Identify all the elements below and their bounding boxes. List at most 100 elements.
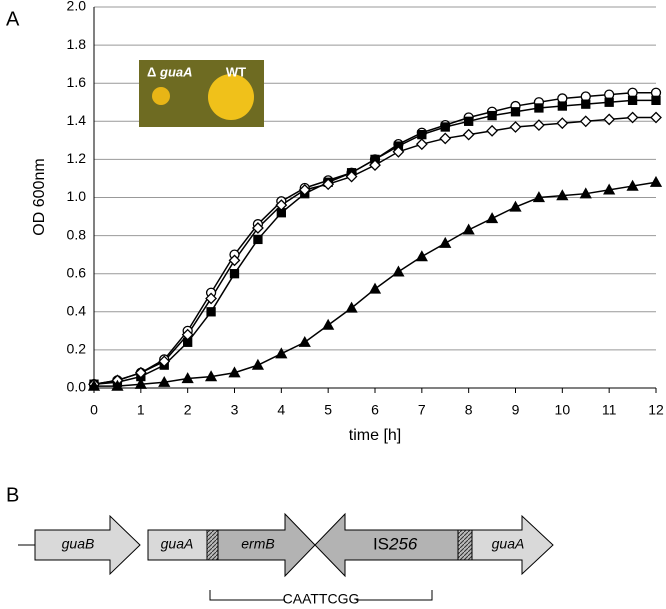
marker bbox=[651, 95, 661, 105]
x-tick-label: 3 bbox=[231, 402, 239, 418]
panel-label: B bbox=[6, 484, 19, 506]
gene-label: ermB bbox=[241, 536, 274, 552]
x-tick-label: 2 bbox=[184, 402, 192, 418]
x-axis-title: time [h] bbox=[349, 427, 401, 444]
marker bbox=[510, 107, 521, 117]
y-axis-title: OD 600nm bbox=[31, 158, 48, 235]
x-tick-label: 11 bbox=[602, 402, 617, 418]
gene-arrow bbox=[217, 512, 316, 578]
x-tick-label: 7 bbox=[418, 402, 426, 418]
marker bbox=[604, 97, 614, 107]
inset-label: WT bbox=[226, 64, 246, 79]
marker bbox=[627, 95, 638, 105]
marker bbox=[253, 234, 263, 245]
marker bbox=[464, 116, 474, 126]
marker bbox=[345, 170, 358, 183]
marker bbox=[486, 124, 499, 137]
x-tick-label: 10 bbox=[555, 402, 571, 418]
gene-label: IS bbox=[373, 534, 389, 553]
inset-label: guaA bbox=[159, 64, 193, 79]
series-line bbox=[93, 91, 656, 385]
marker bbox=[440, 122, 450, 132]
x-tick-label: 9 bbox=[512, 402, 520, 418]
marker bbox=[322, 318, 335, 330]
marker bbox=[181, 372, 194, 384]
x-tick-label: 8 bbox=[465, 402, 473, 418]
marker bbox=[298, 335, 311, 347]
x-tick-label: 1 bbox=[137, 402, 145, 418]
marker bbox=[439, 236, 452, 248]
x-tick-label: 4 bbox=[277, 402, 285, 418]
marker bbox=[487, 110, 497, 121]
y-tick-label: 0.4 bbox=[67, 303, 87, 319]
colony bbox=[208, 74, 254, 120]
marker bbox=[509, 121, 522, 133]
marker bbox=[111, 379, 124, 391]
y-tick-label: 1.4 bbox=[67, 112, 87, 128]
marker bbox=[251, 222, 264, 234]
panel-label: A bbox=[6, 8, 20, 30]
x-tick-label: 12 bbox=[648, 402, 664, 418]
marker bbox=[228, 366, 241, 378]
x-tick-label: 6 bbox=[371, 402, 379, 418]
marker bbox=[649, 175, 663, 187]
y-tick-label: 2.0 bbox=[67, 0, 87, 14]
marker bbox=[650, 111, 662, 124]
marker bbox=[439, 132, 452, 145]
marker bbox=[603, 113, 616, 126]
marker bbox=[322, 178, 335, 191]
marker bbox=[158, 355, 171, 368]
x-tick-label: 0 bbox=[90, 402, 98, 418]
repeat bbox=[457, 529, 473, 561]
marker bbox=[181, 328, 194, 341]
inset-photo: Δ guaA WT bbox=[139, 60, 264, 127]
marker bbox=[205, 292, 218, 305]
y-tick-label: 0.2 bbox=[67, 341, 87, 357]
marker bbox=[557, 101, 567, 111]
plot: 0.00.20.40.60.81.01.21.41.61.82.00 1 2 3 4 5 6… bbox=[67, 0, 664, 418]
sequence-label: CAATTCGG bbox=[283, 591, 360, 607]
marker bbox=[417, 129, 427, 140]
repeat bbox=[206, 529, 219, 561]
marker bbox=[603, 183, 616, 195]
marker bbox=[369, 159, 381, 172]
gene-label: guaA bbox=[161, 536, 194, 552]
marker bbox=[462, 128, 475, 141]
marker bbox=[298, 183, 311, 196]
marker bbox=[228, 254, 241, 267]
marker bbox=[532, 119, 545, 132]
marker bbox=[626, 111, 639, 124]
marker bbox=[275, 199, 288, 212]
marker bbox=[134, 377, 147, 389]
y-tick-label: 1.0 bbox=[67, 188, 87, 204]
gene-label: 256 bbox=[388, 534, 418, 553]
marker bbox=[345, 301, 358, 313]
gene-label: guaA bbox=[492, 536, 525, 552]
marker bbox=[229, 269, 240, 279]
marker bbox=[534, 103, 544, 113]
marker bbox=[581, 99, 591, 109]
gene-label: guaB bbox=[62, 536, 95, 552]
marker bbox=[158, 375, 171, 387]
marker bbox=[579, 115, 592, 128]
y-tick-label: 0.8 bbox=[67, 226, 87, 242]
marker bbox=[206, 307, 216, 317]
marker bbox=[392, 265, 405, 277]
marker bbox=[415, 250, 428, 262]
y-tick-label: 0.6 bbox=[67, 264, 87, 280]
y-tick-label: 1.2 bbox=[67, 150, 87, 166]
marker bbox=[462, 223, 475, 235]
marker bbox=[532, 191, 546, 203]
inset-label: Δ bbox=[147, 64, 156, 79]
gene-arrow bbox=[34, 514, 141, 576]
marker bbox=[556, 189, 569, 201]
marker bbox=[251, 358, 265, 370]
marker bbox=[275, 347, 288, 359]
marker bbox=[204, 370, 218, 382]
marker bbox=[556, 117, 569, 130]
y-tick-label: 1.8 bbox=[67, 36, 87, 52]
marker bbox=[509, 200, 522, 212]
marker bbox=[134, 366, 147, 379]
gene-arrow bbox=[314, 512, 459, 578]
